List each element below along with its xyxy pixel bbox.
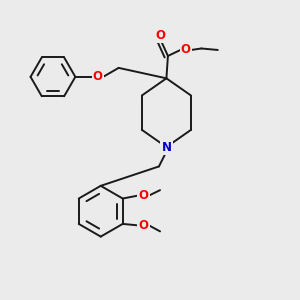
Text: O: O bbox=[155, 28, 166, 41]
Text: N: N bbox=[161, 140, 171, 154]
Text: O: O bbox=[181, 44, 191, 56]
Text: O: O bbox=[93, 70, 103, 83]
Text: O: O bbox=[139, 219, 148, 232]
Text: O: O bbox=[139, 189, 148, 202]
